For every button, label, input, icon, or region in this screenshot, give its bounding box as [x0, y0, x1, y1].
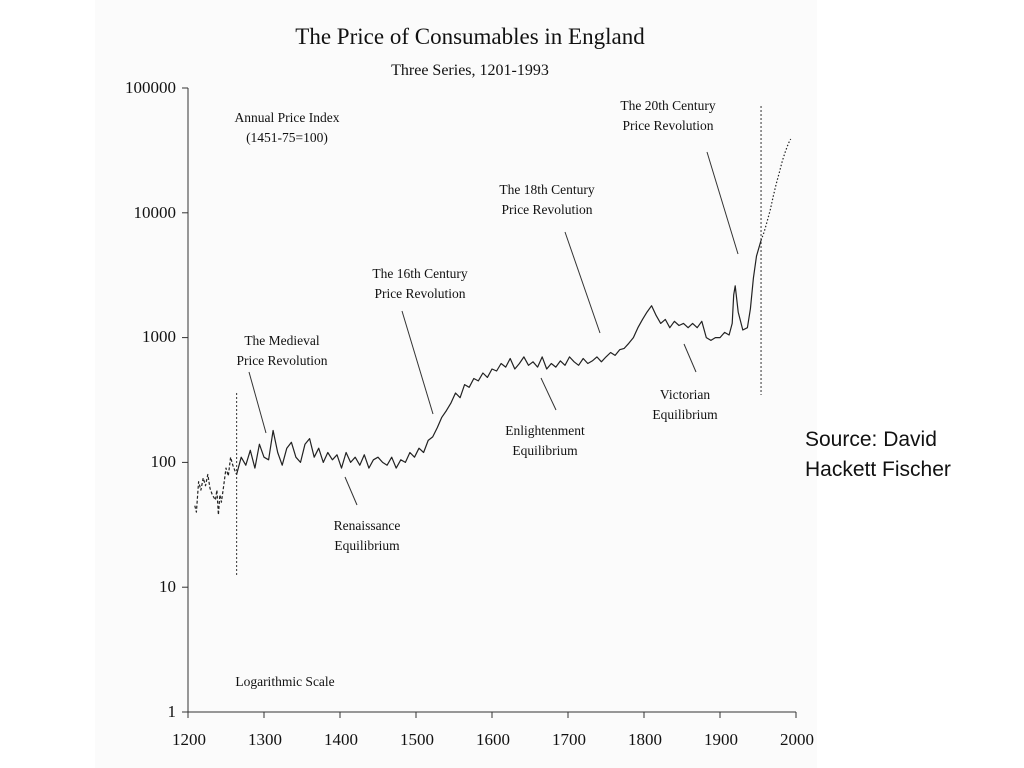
x-tick-label: 1800: [628, 730, 662, 749]
source-credit: Source: David Hackett Fischer: [805, 425, 1015, 485]
annotation-victorian: Victorian Equilibrium: [615, 385, 755, 425]
annotation-16th-century: The 16th Century Price Revolution: [345, 264, 495, 304]
price-series-solid-line: [236, 240, 762, 475]
chart-subtitle: Three Series, 1201-1993: [391, 62, 549, 79]
annotation-line: Price Revolution: [374, 286, 466, 301]
annotation-line: Enlightenment: [505, 423, 585, 438]
annotation-line: The 18th Century: [499, 182, 595, 197]
annotation-line: Equilibrium: [652, 407, 718, 422]
annotation-enlightenment: Enlightenment Equilibrium: [475, 421, 615, 461]
annotation-20th-century: The 20th Century Price Revolution: [593, 96, 743, 136]
annotation-line: Price Revolution: [622, 118, 714, 133]
x-tick-label: 1600: [476, 730, 510, 749]
annotation-line: Renaissance: [333, 518, 401, 533]
y-tick-label: 10: [159, 577, 176, 596]
price-series-dotted-line: [760, 138, 792, 241]
annotation-pointer-line: [344, 476, 358, 506]
annotation-pointer-line: [540, 377, 557, 411]
annotation-18th-century: The 18th Century Price Revolution: [472, 180, 622, 220]
annotation-pointer-line: [248, 371, 267, 434]
annotation-line: Victorian: [659, 387, 711, 402]
scanned-figure-background: [95, 0, 817, 768]
annotation-line: Price Revolution: [236, 353, 328, 368]
price-series-dashed-line: [194, 456, 238, 516]
annotation-medieval: The Medieval Price Revolution: [212, 331, 352, 371]
x-tick-label: 1500: [400, 730, 434, 749]
log-scale-note: Logarithmic Scale: [235, 674, 335, 689]
annotation-line: Equilibrium: [334, 538, 400, 553]
source-line: Hackett Fischer: [805, 458, 951, 481]
x-tick-label: 1400: [324, 730, 358, 749]
annotation-renaissance: Renaissance Equilibrium: [297, 516, 437, 556]
y-tick-label: 100000: [125, 78, 176, 97]
y-tick-label: 10000: [133, 203, 177, 222]
annotation-line: Price Revolution: [501, 202, 593, 217]
source-line: Source: David: [805, 428, 937, 451]
x-tick-label: 1300: [248, 730, 282, 749]
x-tick-label: 1700: [552, 730, 586, 749]
y-tick-label: 1000: [142, 327, 176, 346]
y-tick-label: 100: [150, 452, 177, 471]
x-tick-label: 1900: [704, 730, 738, 749]
x-tick-label: 2000: [780, 730, 814, 749]
annotation-pointer-line: [401, 310, 434, 415]
annotation-line: The 16th Century: [372, 266, 468, 281]
annotation-line: The 20th Century: [620, 98, 716, 113]
annotation-line: The Medieval: [244, 333, 320, 348]
annotation-line: Equilibrium: [512, 443, 578, 458]
annotation-pointer-line: [564, 231, 601, 334]
index-label: Annual Price Index: [234, 110, 340, 125]
y-tick-label: 1: [167, 702, 177, 721]
annotation-pointer-line: [683, 343, 697, 373]
x-tick-label: 1200: [172, 730, 206, 749]
annotation-pointer-line: [706, 151, 739, 255]
index-base-label: (1451-75=100): [246, 130, 328, 145]
chart-title: The Price of Consumables in England: [295, 24, 645, 49]
